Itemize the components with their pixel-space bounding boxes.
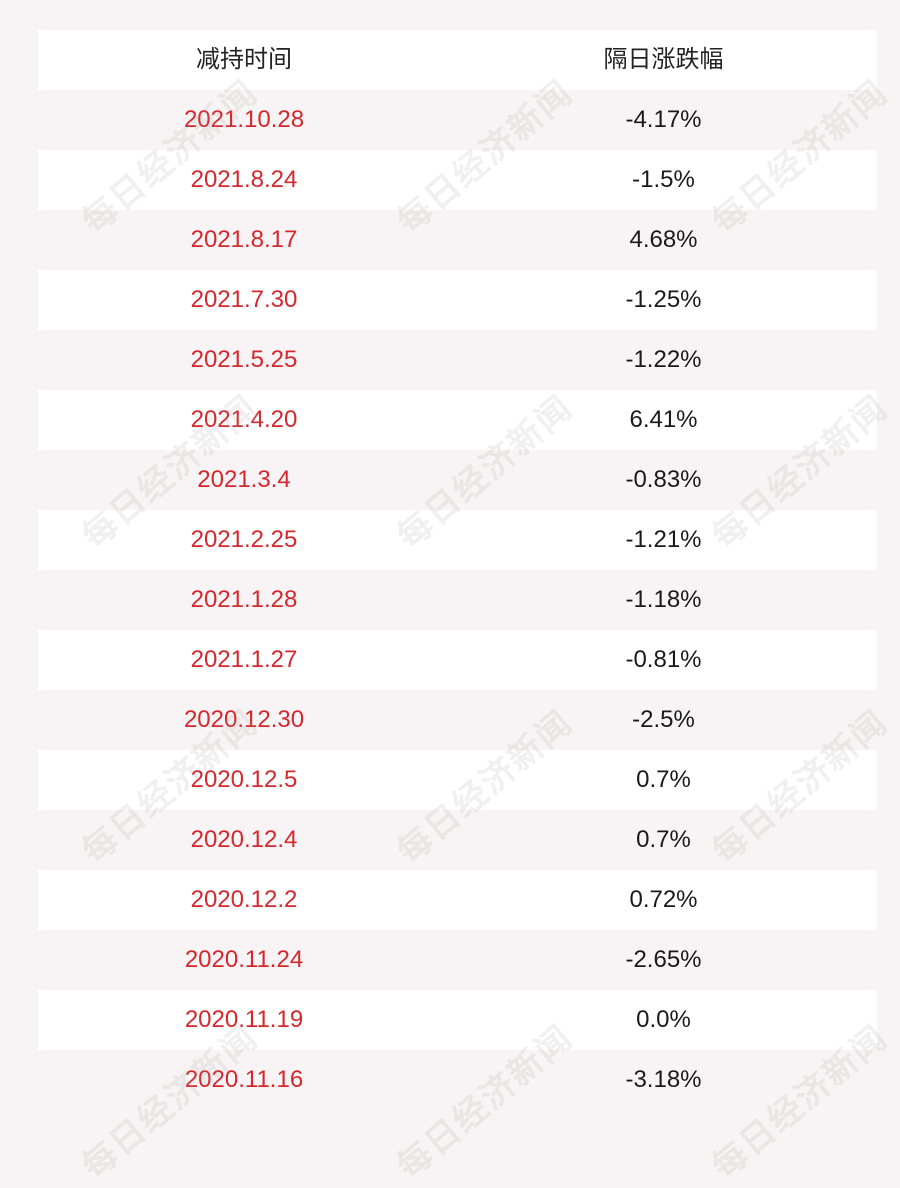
row-date: 2020.12.2 xyxy=(190,886,298,913)
data-table: 减持时间 隔日涨跌幅 2021.10.28 -4.17% 2021.8.24 -1.5… xyxy=(38,30,877,1110)
row-date: 2021.4.20 xyxy=(190,406,298,433)
row-change: -1.22% xyxy=(625,346,702,373)
table-row: 2020.11.16 -3.18% xyxy=(38,1050,877,1110)
row-date: 2020.12.30 xyxy=(183,706,305,733)
table-row: 2021.8.17 4.68% xyxy=(38,210,877,270)
row-change: -0.83% xyxy=(625,466,702,493)
table-row: 2021.4.20 6.41% xyxy=(38,390,877,450)
row-date: 2021.8.17 xyxy=(190,226,298,253)
row-change: -1.5% xyxy=(632,166,695,193)
table-row: 2020.12.4 0.7% xyxy=(38,810,877,870)
row-change: -4.17% xyxy=(625,106,702,133)
table-row: 2021.7.30 -1.25% xyxy=(38,270,877,330)
row-change: -0.81% xyxy=(625,646,702,673)
row-change: 0.7% xyxy=(636,766,691,793)
table-row: 2020.11.24 -2.65% xyxy=(38,930,877,990)
row-date: 2020.11.24 xyxy=(184,946,304,973)
table-row: 2021.2.25 -1.21% xyxy=(38,510,877,570)
row-change: 0.0% xyxy=(636,1006,691,1033)
table-row: 2021.1.27 -0.81% xyxy=(38,630,877,690)
table-row: 2020.12.5 0.7% xyxy=(38,750,877,810)
row-change: -1.25% xyxy=(625,286,702,313)
table-row: 2021.1.28 -1.18% xyxy=(38,570,877,630)
row-date: 2021.7.30 xyxy=(190,286,298,313)
table-row: 2021.3.4 -0.83% xyxy=(38,450,877,510)
table-row: 2021.10.28 -4.17% xyxy=(38,90,877,150)
row-change: -2.5% xyxy=(632,706,695,733)
row-date: 2021.1.27 xyxy=(190,646,298,673)
row-change: -1.21% xyxy=(625,526,702,553)
table-row: 2021.8.24 -1.5% xyxy=(38,150,877,210)
table-header-row: 减持时间 隔日涨跌幅 xyxy=(38,30,877,90)
row-date: 2021.3.4 xyxy=(197,466,291,493)
header-change: 隔日涨跌幅 xyxy=(603,46,724,73)
row-date: 2020.11.19 xyxy=(184,1006,304,1033)
row-change: -3.18% xyxy=(625,1066,702,1093)
row-date: 2021.10.28 xyxy=(183,106,305,133)
row-date: 2020.12.5 xyxy=(190,766,298,793)
row-change: 0.7% xyxy=(636,826,691,853)
row-date: 2021.5.25 xyxy=(190,346,298,373)
row-date: 2020.12.4 xyxy=(190,826,298,853)
table-row: 2021.5.25 -1.22% xyxy=(38,330,877,390)
row-date: 2021.2.25 xyxy=(190,526,298,553)
row-change: 6.41% xyxy=(629,406,698,433)
table-row: 2020.12.2 0.72% xyxy=(38,870,877,930)
row-change: 0.72% xyxy=(629,886,698,913)
row-change: -1.18% xyxy=(625,586,702,613)
row-date: 2021.8.24 xyxy=(190,166,298,193)
table-row: 2020.12.30 -2.5% xyxy=(38,690,877,750)
table-row: 2020.11.19 0.0% xyxy=(38,990,877,1050)
row-date: 2020.11.16 xyxy=(184,1066,304,1093)
row-change: 4.68% xyxy=(629,226,698,253)
row-change: -2.65% xyxy=(625,946,702,973)
row-date: 2021.1.28 xyxy=(190,586,298,613)
table-body: 2021.10.28 -4.17% 2021.8.24 -1.5% 2021.8.17 4… xyxy=(38,90,877,1110)
header-date: 减持时间 xyxy=(196,46,292,73)
